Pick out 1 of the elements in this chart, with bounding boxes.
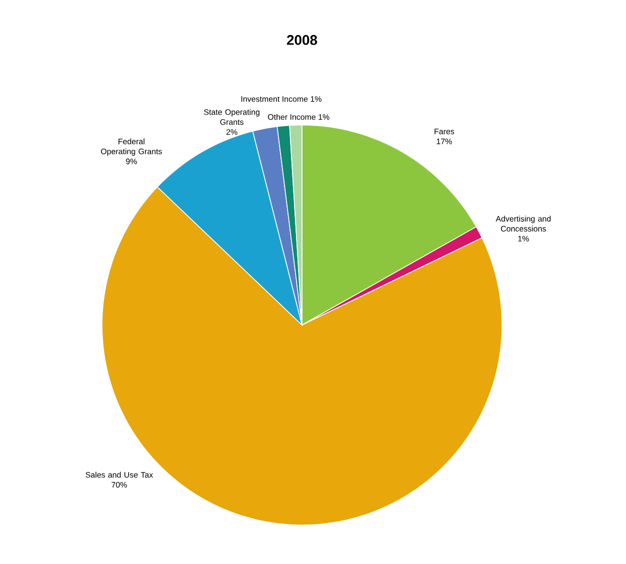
chart-title: 2008 [286,35,318,45]
